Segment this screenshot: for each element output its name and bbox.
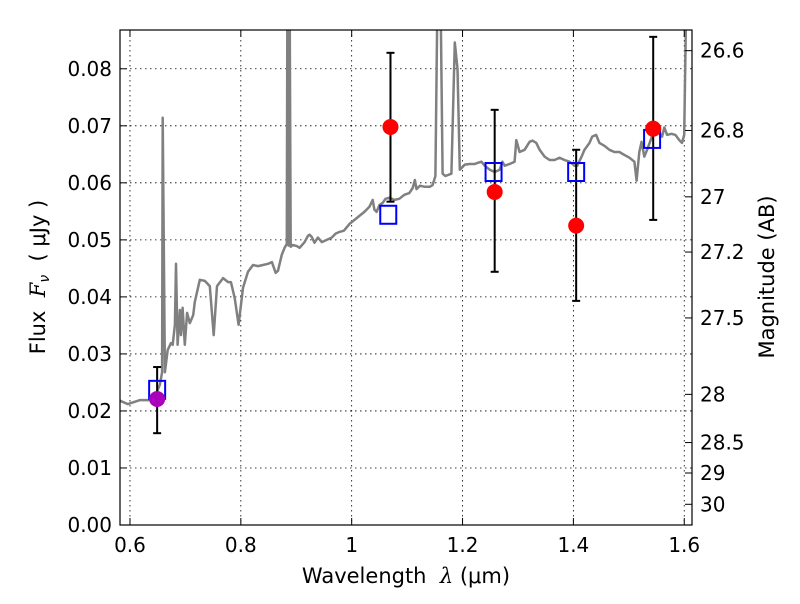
y2-tick-label: 30	[700, 492, 725, 516]
observed-point	[645, 120, 662, 137]
y2-axis-label: Magnitude (AB)	[755, 195, 779, 358]
plot-frame	[119, 29, 693, 526]
y-tick-label: 0.04	[67, 285, 112, 309]
axes-ticks: 0.6 0.8 1 1.2 1.4 1.6 0.00 0.01 0.02 0.03 0.04 0.05…	[67, 30, 745, 557]
y2-tick-label: 27.5	[700, 306, 745, 330]
y2-tick-label: 27	[700, 185, 725, 209]
grid-lines	[120, 30, 692, 526]
y2-tick-label: 29	[700, 461, 725, 485]
x-tick-label: 1.6	[668, 533, 700, 557]
observed-point	[382, 118, 399, 135]
observed-point	[149, 390, 166, 407]
y-axis-label: Flux Fν ( μJy )	[26, 200, 53, 355]
x-tick-label: 1.4	[557, 533, 589, 557]
plot-series	[120, 30, 688, 435]
plot-background	[120, 30, 692, 525]
model-square-marker	[567, 161, 586, 182]
observed-point	[568, 217, 585, 234]
y-tick-label: 0.07	[67, 114, 112, 138]
y2-tick-label: 28	[700, 382, 725, 406]
x-tick-label: 1.2	[447, 533, 479, 557]
y-tick-label: 0.01	[67, 456, 112, 480]
y-tick-label: 0.06	[67, 171, 112, 195]
observed-point	[486, 183, 503, 200]
x-tick-label: 0.6	[114, 533, 146, 557]
model-square-marker	[379, 204, 398, 225]
y-tick-label: 0.05	[67, 228, 112, 252]
y2-tick-label: 26.8	[700, 118, 745, 142]
y2-tick-label: 28.5	[700, 431, 745, 455]
y-tick-label: 0.08	[67, 57, 112, 81]
x-tick-label: 1	[345, 533, 358, 557]
model-square-marker	[484, 161, 503, 182]
y2-tick-label: 26.6	[700, 39, 745, 63]
x-tick-label: 0.8	[225, 533, 257, 557]
y-tick-label: 0.03	[67, 342, 112, 366]
spectrum-line	[120, 30, 688, 406]
y-tick-label: 0.00	[67, 513, 112, 537]
y2-tick-label: 27.2	[700, 240, 745, 264]
y-tick-label: 0.02	[67, 399, 112, 423]
x-axis-label: Wavelength λ (μm)	[302, 564, 510, 588]
